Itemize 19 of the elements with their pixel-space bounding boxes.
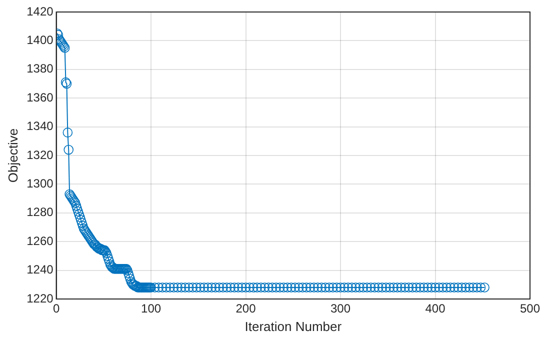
x-tick-label: 400	[425, 302, 446, 316]
y-tick-label: 1320	[26, 148, 54, 162]
y-tick-label: 1280	[26, 205, 54, 220]
y-tick-label: 1260	[26, 234, 54, 248]
y-tick-label: 1240	[26, 262, 54, 277]
y-tick-label: 1340	[26, 119, 54, 134]
y-tick-label: 1400	[26, 33, 54, 48]
x-axis-title: Iteration Number	[244, 318, 342, 334]
x-tick-label: 500	[520, 302, 540, 316]
y-tick-label: 1300	[26, 176, 54, 191]
y-tick-label: 1360	[26, 90, 54, 104]
x-tick-label: 200	[236, 302, 256, 316]
x-tick-label: 0	[52, 302, 60, 316]
y-tick-label: 1380	[26, 62, 54, 76]
y-tick-label: 1420	[26, 4, 54, 18]
y-axis-title: Objective	[5, 128, 20, 183]
x-tick-label: 300	[330, 302, 351, 316]
x-tick-label: 100	[141, 302, 162, 316]
y-tick-label: 1220	[26, 291, 54, 306]
